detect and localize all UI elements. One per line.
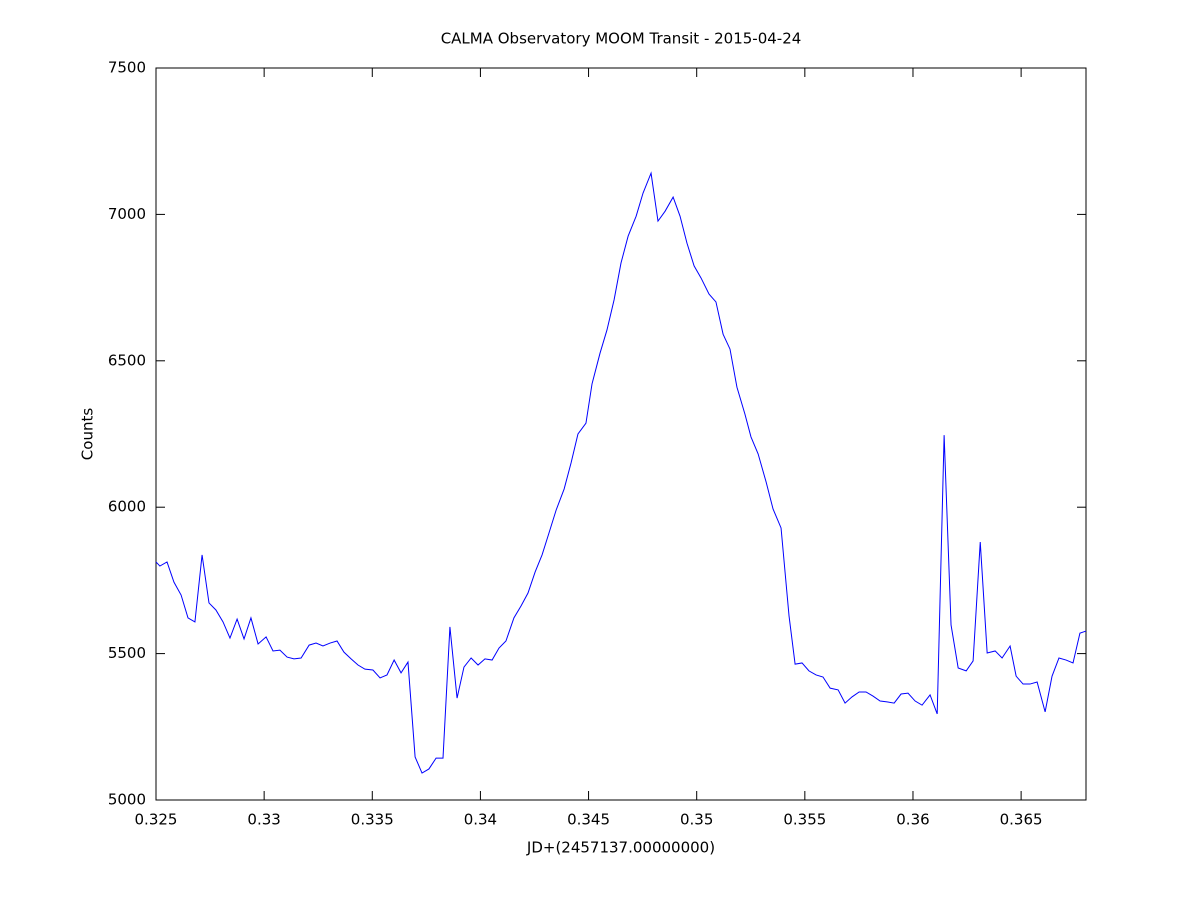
x-tick-label: 0.345 <box>567 811 610 829</box>
x-axis-label: JD+(2457137.00000000) <box>526 839 715 857</box>
y-tick-label: 7500 <box>108 59 146 77</box>
x-tick-label: 0.34 <box>464 811 497 829</box>
y-tick-label: 5000 <box>108 791 146 809</box>
x-tick-label: 0.335 <box>351 811 394 829</box>
y-tick-label: 7000 <box>108 205 146 223</box>
x-tick-label: 0.33 <box>247 811 280 829</box>
data-line <box>155 171 1087 774</box>
x-tick-label: 0.36 <box>896 811 929 829</box>
x-tick-label: 0.355 <box>783 811 826 829</box>
y-tick-label: 5500 <box>108 644 146 662</box>
y-tick-label: 6500 <box>108 351 146 369</box>
y-axis-label: Counts <box>79 408 97 461</box>
y-tick-label: 6000 <box>108 498 146 516</box>
plot-frame <box>155 67 1087 801</box>
x-tick-label: 0.325 <box>135 811 178 829</box>
chart-title: CALMA Observatory MOOM Transit - 2015-04… <box>441 30 802 48</box>
x-tick-label: 0.365 <box>1000 811 1043 829</box>
x-tick-label: 0.35 <box>680 811 713 829</box>
